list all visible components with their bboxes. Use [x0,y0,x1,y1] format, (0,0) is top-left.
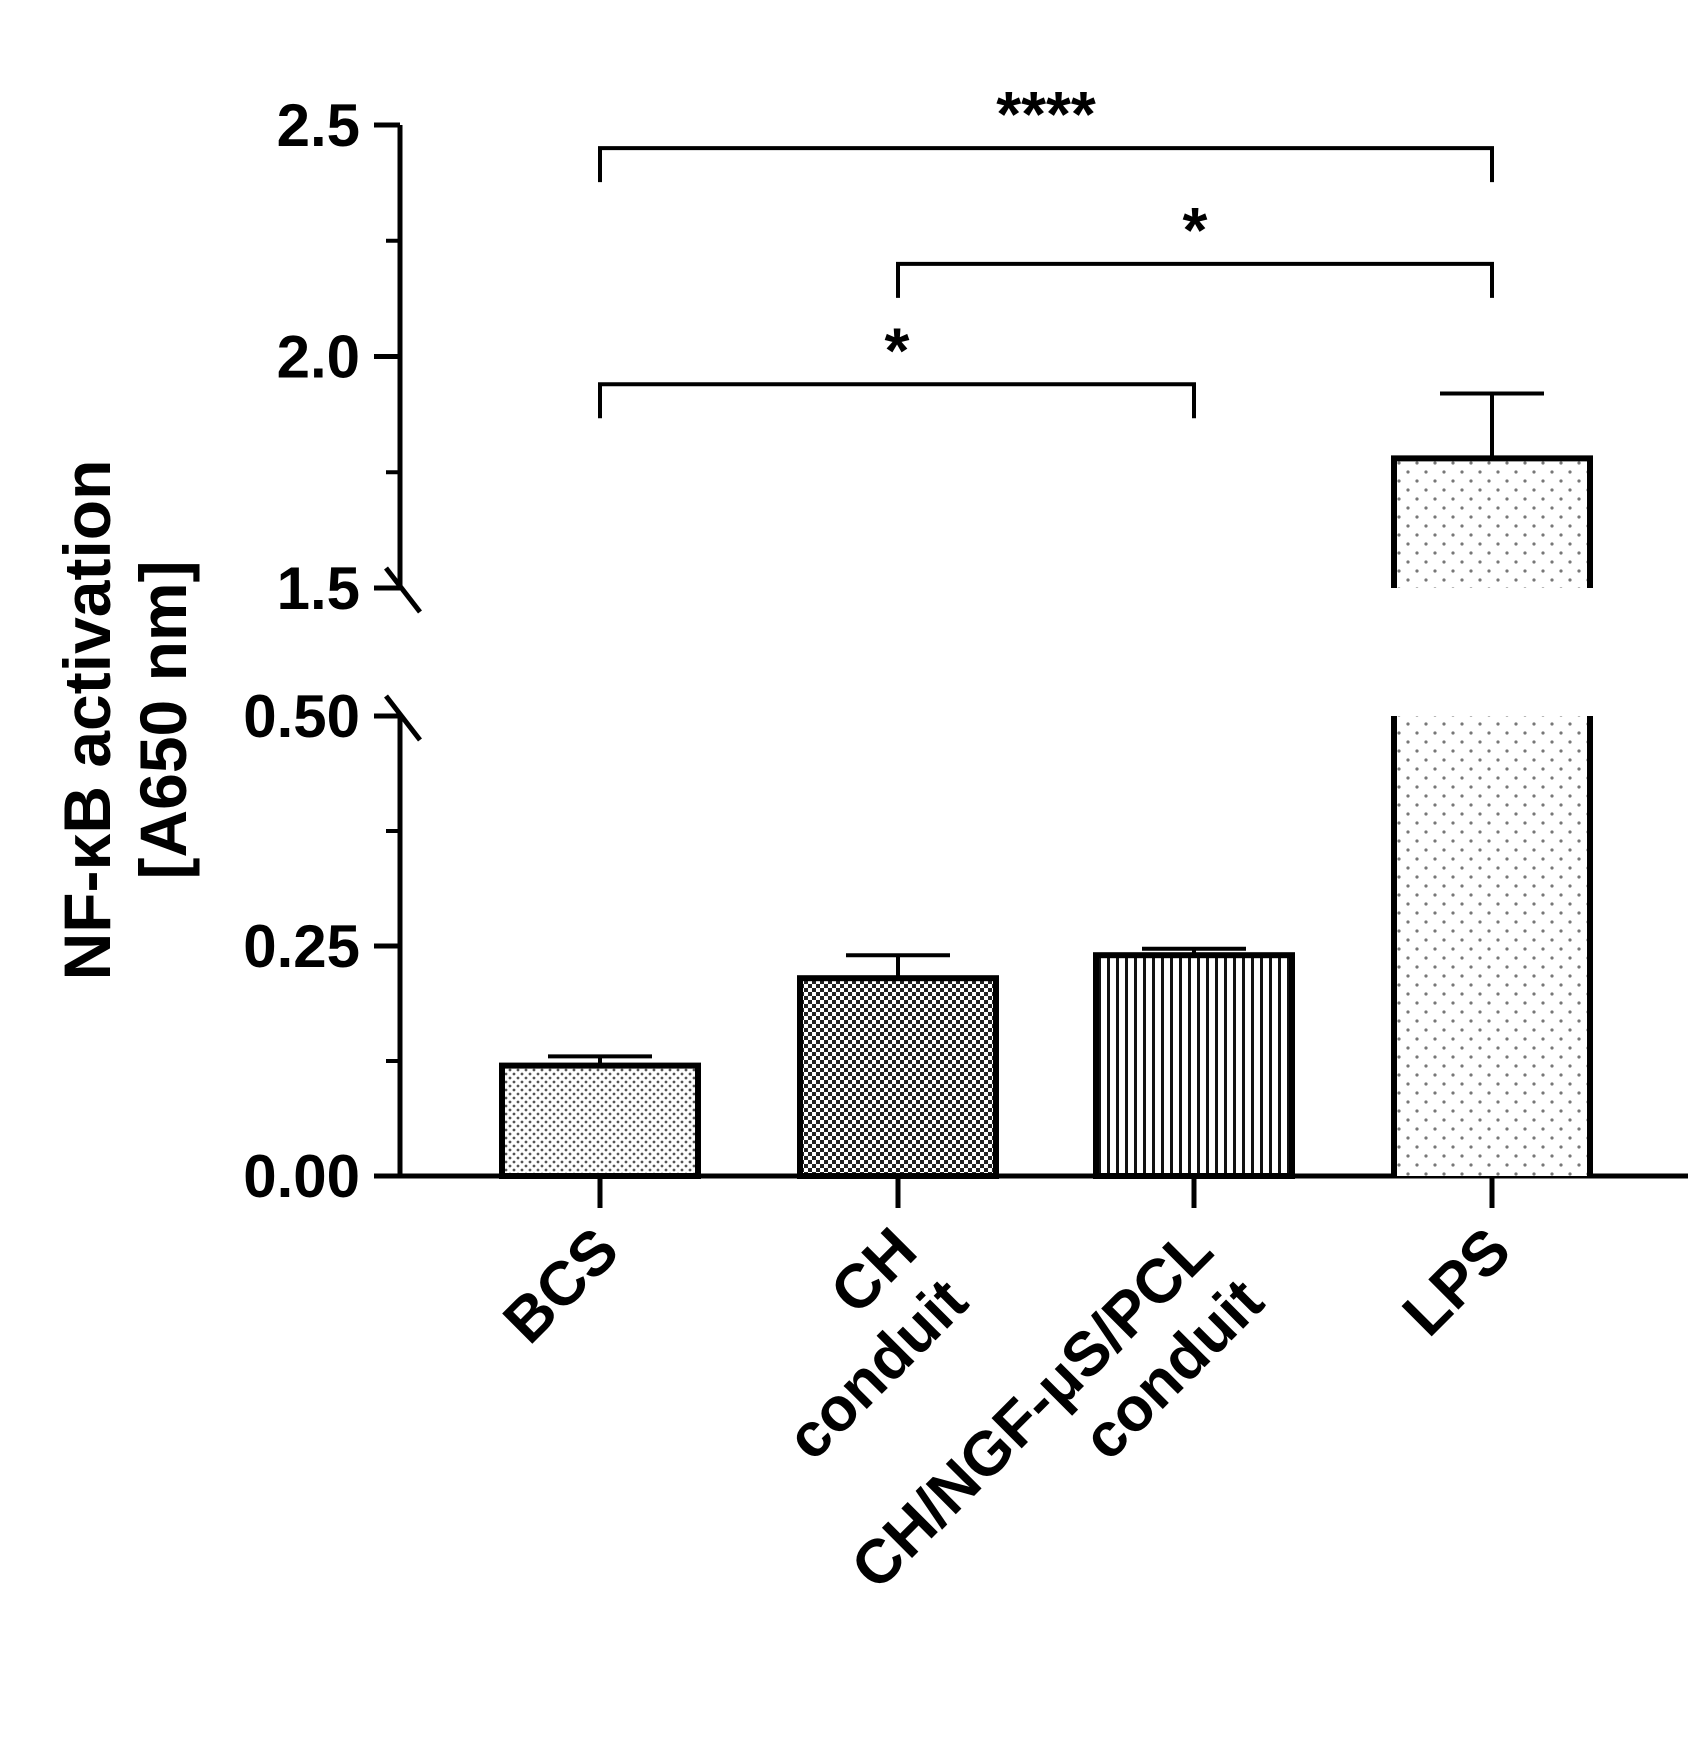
axes: 0.00 0.25 0.50 1.5 2.0 2.5 [243,92,1688,1210]
category-label: CHconduit [723,1215,981,1473]
y-tick-label: 1.5 [277,555,360,622]
category-label-line: LPS [1390,1215,1524,1349]
y-tick-label: 2.5 [277,92,360,159]
y-axis-title-line: NF-κB activation [50,460,124,981]
y-axis-title: NF-κB activation[A650 nm] [50,460,200,981]
significance-bracket [598,382,1196,419]
category-label: BCS [491,1215,632,1356]
category-label: LPS [1390,1215,1524,1349]
y-tick-label: 0.50 [243,683,360,750]
significance-brackets: ****** [598,78,1494,419]
axis-break-mark-lower [384,694,422,742]
bar [499,1062,701,1179]
y-tick-label: 0.25 [243,913,360,980]
significance-bracket [598,146,1494,183]
y-tick-label: 2.0 [277,324,360,391]
category-label-line: BCS [491,1215,632,1356]
y-axis-title-group: NF-κB activation[A650 nm] [50,460,200,981]
bar-upper-part [1394,458,1590,588]
bar-lower-part [1394,716,1590,1176]
y-tick-label: 0.00 [243,1143,360,1210]
significance-label: * [1183,194,1208,266]
bar [1093,952,1295,1180]
significance-bracket [896,261,1494,298]
axis-break-mark-upper [384,566,422,614]
significance-label: **** [996,78,1096,150]
bars [499,391,1593,1180]
significance-label: * [885,314,910,386]
bar [797,975,999,1180]
y-axis-title-line: [A650 nm] [126,560,200,879]
